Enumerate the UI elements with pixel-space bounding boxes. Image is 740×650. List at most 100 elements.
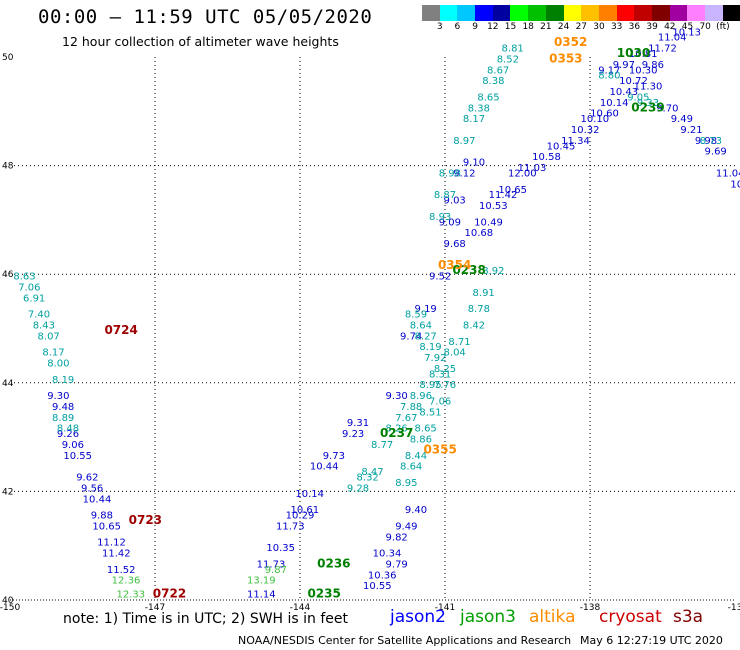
wave-height-label: 9.19 [415,304,437,315]
wave-height-label: 8.64 [400,462,422,473]
wave-height-label: 8.38 [482,76,504,87]
wave-height-label: 8.17 [42,348,64,359]
wave-height-label: 8.25 [434,364,456,375]
scale-label: 3 [436,22,443,32]
generated-timestamp: May 6 12:27:19 UTC 2020 [580,634,723,647]
wave-height-label: 0722 [153,586,186,600]
scale-label: 9 [472,22,478,32]
x-tick-label: -141 [435,603,455,613]
wave-height-label: 8.38 [468,103,490,114]
wave-height-label: 9.05 [627,92,649,103]
wave-height-label: 10.88 [730,179,740,190]
x-tick-label: -13 [728,603,740,613]
wave-height-label: 9.88 [91,511,113,522]
wave-height-label: 10.10 [581,114,610,125]
wave-height-label: 9.10 [463,158,485,169]
wave-height-label: 9.06 [62,440,84,451]
wave-height-label: 9.97 [613,60,635,71]
wave-height-label: 10.61 [291,505,320,516]
wave-height-label: 9.70 [656,103,678,114]
scale-swatch [510,5,529,21]
wave-height-label: 0238 [452,263,485,277]
wave-height-label: 9.23 [342,429,364,440]
wave-height-label: 10.45 [547,141,576,152]
scale-swatch [545,5,564,21]
y-tick-label: 46 [2,270,14,280]
wave-height-label: 8.04 [444,348,466,359]
wave-height-label: 11.30 [634,82,663,93]
y-tick-label: 48 [2,162,14,172]
wave-height-label: 9.82 [386,532,408,543]
wave-height-label: 10.30 [629,65,658,76]
wave-height-label: 8.98 [439,168,461,179]
wave-height-label: 8.31 [429,369,451,380]
wave-height-label: 9.31 [347,418,369,429]
wave-height-label: 9.79 [386,559,408,570]
scale-label: 70 [699,22,711,32]
wave-height-label: 8.95 [419,380,441,391]
wave-height-label: 0355 [423,442,456,456]
wave-height-label: 7.92 [424,353,446,364]
scale-swatch [598,5,617,21]
wave-height-label: 11.04 [716,168,740,179]
wave-height-label: 0353 [549,51,582,65]
scale-swatch [475,5,493,21]
wave-height-label: 9.17 [598,65,620,76]
wave-height-label: 12.00 [508,168,537,179]
wave-height-label: 11.42 [489,190,518,201]
wave-height-label: 8.71 [448,337,470,348]
scale-label: 15 [504,22,517,32]
wave-height-label: 9.49 [395,521,417,532]
wave-height-label: 0235 [307,586,340,600]
wave-height-label: 10.36 [368,570,397,581]
wave-height-label: 9.48 [52,402,74,413]
wave-height-label: 10.58 [532,152,561,163]
color-scale [422,5,740,21]
scale-swatch [634,5,652,21]
wave-height-label: 8.47 [361,467,383,478]
wave-height-label: 9.98 [695,136,717,147]
wave-height-label: 8.92 [482,266,504,277]
scale-swatch [492,5,511,21]
scale-label: 30 [593,22,605,32]
wave-height-label: 11.14 [247,589,276,600]
wave-height-label: 8.65 [415,424,437,435]
scale-swatch [581,5,599,21]
wave-height-label: 0236 [317,556,350,570]
scale-label: 6 [454,22,461,32]
wave-height-label: 10.32 [571,125,600,136]
wave-height-label: 8.42 [463,321,485,332]
wave-height-label: 10.43 [610,87,639,98]
wave-height-label: 9.30 [47,391,69,402]
wave-height-label: 8.43 [33,321,55,332]
footnote: note: 1) Time is in UTC; 2) SWH is in fe… [63,611,349,627]
x-tick-label: -144 [290,603,311,613]
wave-height-label: 7.76 [434,380,456,391]
wave-height-label: 9.62 [76,473,98,484]
y-tick-label: 40 [2,596,14,606]
wave-height-label: 9.52 [429,272,451,283]
satellite-legend-item: altika [529,607,576,627]
wave-height-label: 9.69 [705,147,727,158]
scale-swatch [457,5,476,21]
scale-label: 45 [681,22,694,32]
scale-label: 33 [610,22,623,32]
wave-height-label: 10.14 [600,98,629,109]
wave-height-label: 1030 [617,46,650,60]
scale-swatch [422,5,440,21]
wave-height-label: 10.34 [373,549,402,560]
wave-height-label: 10.65 [92,521,121,532]
wave-height-label: 8.27 [415,331,437,342]
satellite-legend-item: s3a [673,607,704,627]
wave-height-label: 9.26 [57,429,79,440]
scale-label: (ft) [716,22,730,32]
wave-height-label: 8.59 [405,310,427,321]
wave-height-label: 8.51 [419,407,441,418]
wave-height-label: 7.06 [429,397,451,408]
wave-height-label: 10.68 [465,228,494,239]
wave-height-label: 12.36 [112,576,141,587]
scale-label: 24 [557,22,570,32]
y-tick-label: 44 [2,379,14,389]
wave-height-label: 9.40 [405,505,427,516]
wave-height-label: 8.48 [57,424,79,435]
